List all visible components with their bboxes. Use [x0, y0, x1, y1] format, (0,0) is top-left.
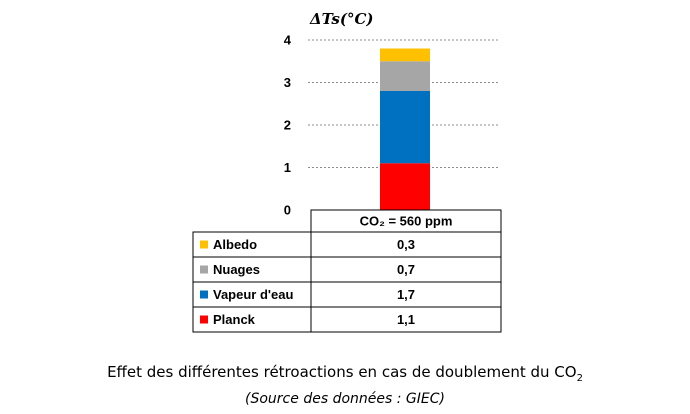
table-header-label: CO₂ = 560 ppm — [360, 214, 453, 229]
legend-label: Planck — [213, 312, 256, 327]
caption-title-main: Effet des différentes rétroactions en ca… — [107, 363, 577, 381]
y-axis-ticks: 0 1 2 3 4 — [284, 33, 292, 218]
table-value: 1,7 — [397, 287, 415, 302]
caption-source: (Source des données : GIEC) — [245, 391, 445, 407]
y-tick-label: 1 — [284, 160, 291, 175]
y-axis-label: ΔTs(°C) — [309, 10, 374, 28]
bar-segment-planck — [380, 163, 430, 210]
legend-label: Nuages — [213, 262, 260, 277]
data-table: CO₂ = 560 ppm Albedo 0,3 Nuages 0,7 Vapeur d'… — [192, 209, 502, 333]
bar-segment-vapeur-d-eau — [380, 91, 430, 164]
caption-title: Effet des différentes rétroactions en ca… — [0, 362, 690, 389]
legend-swatch — [200, 240, 208, 249]
figure-caption: Effet des différentes rétroactions en ca… — [0, 362, 690, 409]
y-tick-label: 0 — [284, 203, 291, 218]
y-tick-label: 4 — [284, 33, 292, 48]
caption-title-subscript: 2 — [576, 373, 583, 384]
legend-label: Vapeur d'eau — [213, 287, 293, 302]
legend-swatch — [200, 290, 208, 299]
chart: 0 1 2 3 4 ΔTs(°C) CO₂ = 560 ppm Albedo 0,3 Nuag… — [192, 10, 502, 333]
y-tick-label: 3 — [284, 75, 291, 90]
y-tick-label: 2 — [284, 118, 291, 133]
legend-swatch — [200, 315, 208, 324]
table-value: 1,1 — [397, 312, 415, 327]
table-value: 0,7 — [397, 262, 415, 277]
legend-swatch — [200, 265, 208, 274]
stacked-bar — [380, 48, 430, 210]
bar-segment-albedo — [380, 48, 430, 62]
table-value: 0,3 — [397, 237, 415, 252]
legend-label: Albedo — [213, 237, 257, 252]
bar-segment-nuages — [380, 61, 430, 91]
